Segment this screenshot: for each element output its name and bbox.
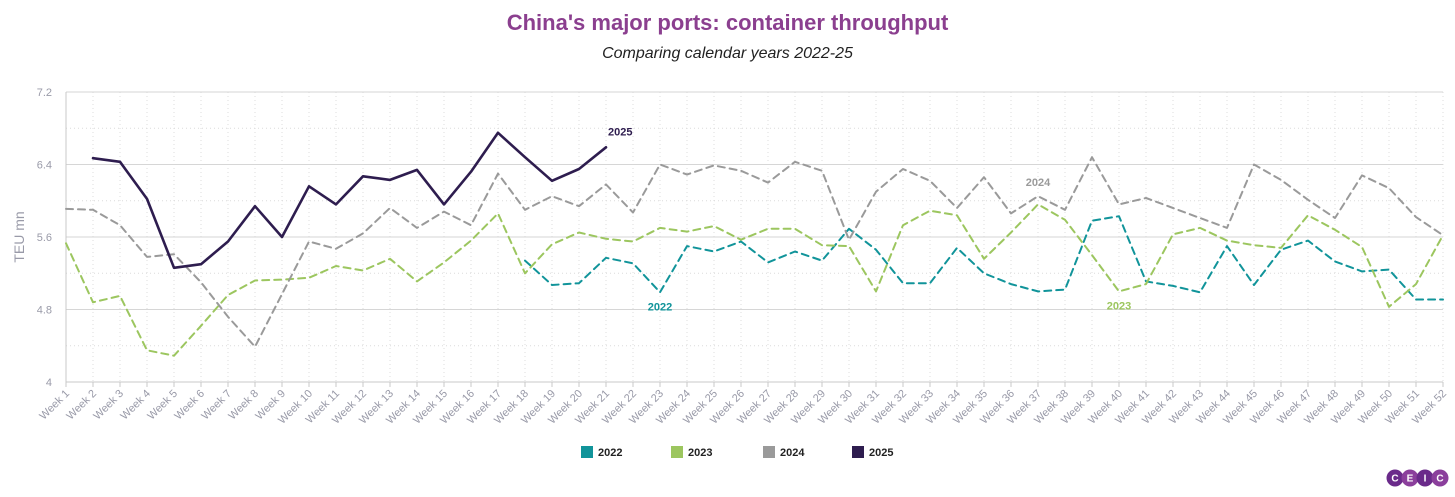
- logo-circle: [1386, 469, 1404, 487]
- series-lines: [65, 131, 1444, 357]
- series-line-2024: [65, 156, 1444, 348]
- legend-swatch-2024: [763, 446, 775, 458]
- series-line-2025: [91, 131, 608, 270]
- y-tick-label: 5.6: [37, 232, 52, 244]
- series-label-2023: 2023: [1107, 300, 1131, 312]
- series-labels: 2022 2023 2024 2025: [608, 126, 1131, 313]
- series-label-2022: 2022: [648, 301, 672, 313]
- chart-subtitle: Comparing calendar years 2022-25: [602, 45, 853, 62]
- legend-label-2025: 2025: [869, 447, 893, 459]
- logo-letter: C: [1391, 474, 1398, 485]
- y-tick-label: 6.4: [37, 160, 52, 172]
- legend-swatch-2022: [581, 446, 593, 458]
- legend: 2022 2023 2024 2025: [581, 446, 893, 459]
- series-line-2023: [65, 203, 1444, 357]
- gridlines: [65, 91, 1444, 383]
- legend-label-2024: 2024: [780, 447, 805, 459]
- series-label-2025: 2025: [608, 126, 632, 138]
- legend-label-2023: 2023: [688, 447, 712, 459]
- y-tick-label: 7.2: [37, 87, 52, 99]
- chart-title: China's major ports: container throughpu…: [506, 10, 949, 35]
- logo-letter: C: [1436, 474, 1443, 485]
- legend-label-2022: 2022: [598, 447, 622, 459]
- legend-swatch-2023: [671, 446, 683, 458]
- logo-letter: I: [1424, 474, 1427, 485]
- logo-circle: [1431, 469, 1449, 487]
- y-tick-label: 4: [46, 377, 52, 389]
- y-tick-label: 4.8: [37, 305, 52, 317]
- logo-circle: [1401, 469, 1419, 487]
- logo-letter: E: [1407, 474, 1414, 485]
- y-axis-title: TEU mn: [11, 211, 27, 262]
- legend-swatch-2025: [852, 446, 864, 458]
- logo-circle: [1416, 469, 1434, 487]
- series-line-2022: [524, 215, 1444, 301]
- series-label-2024: 2024: [1026, 177, 1051, 189]
